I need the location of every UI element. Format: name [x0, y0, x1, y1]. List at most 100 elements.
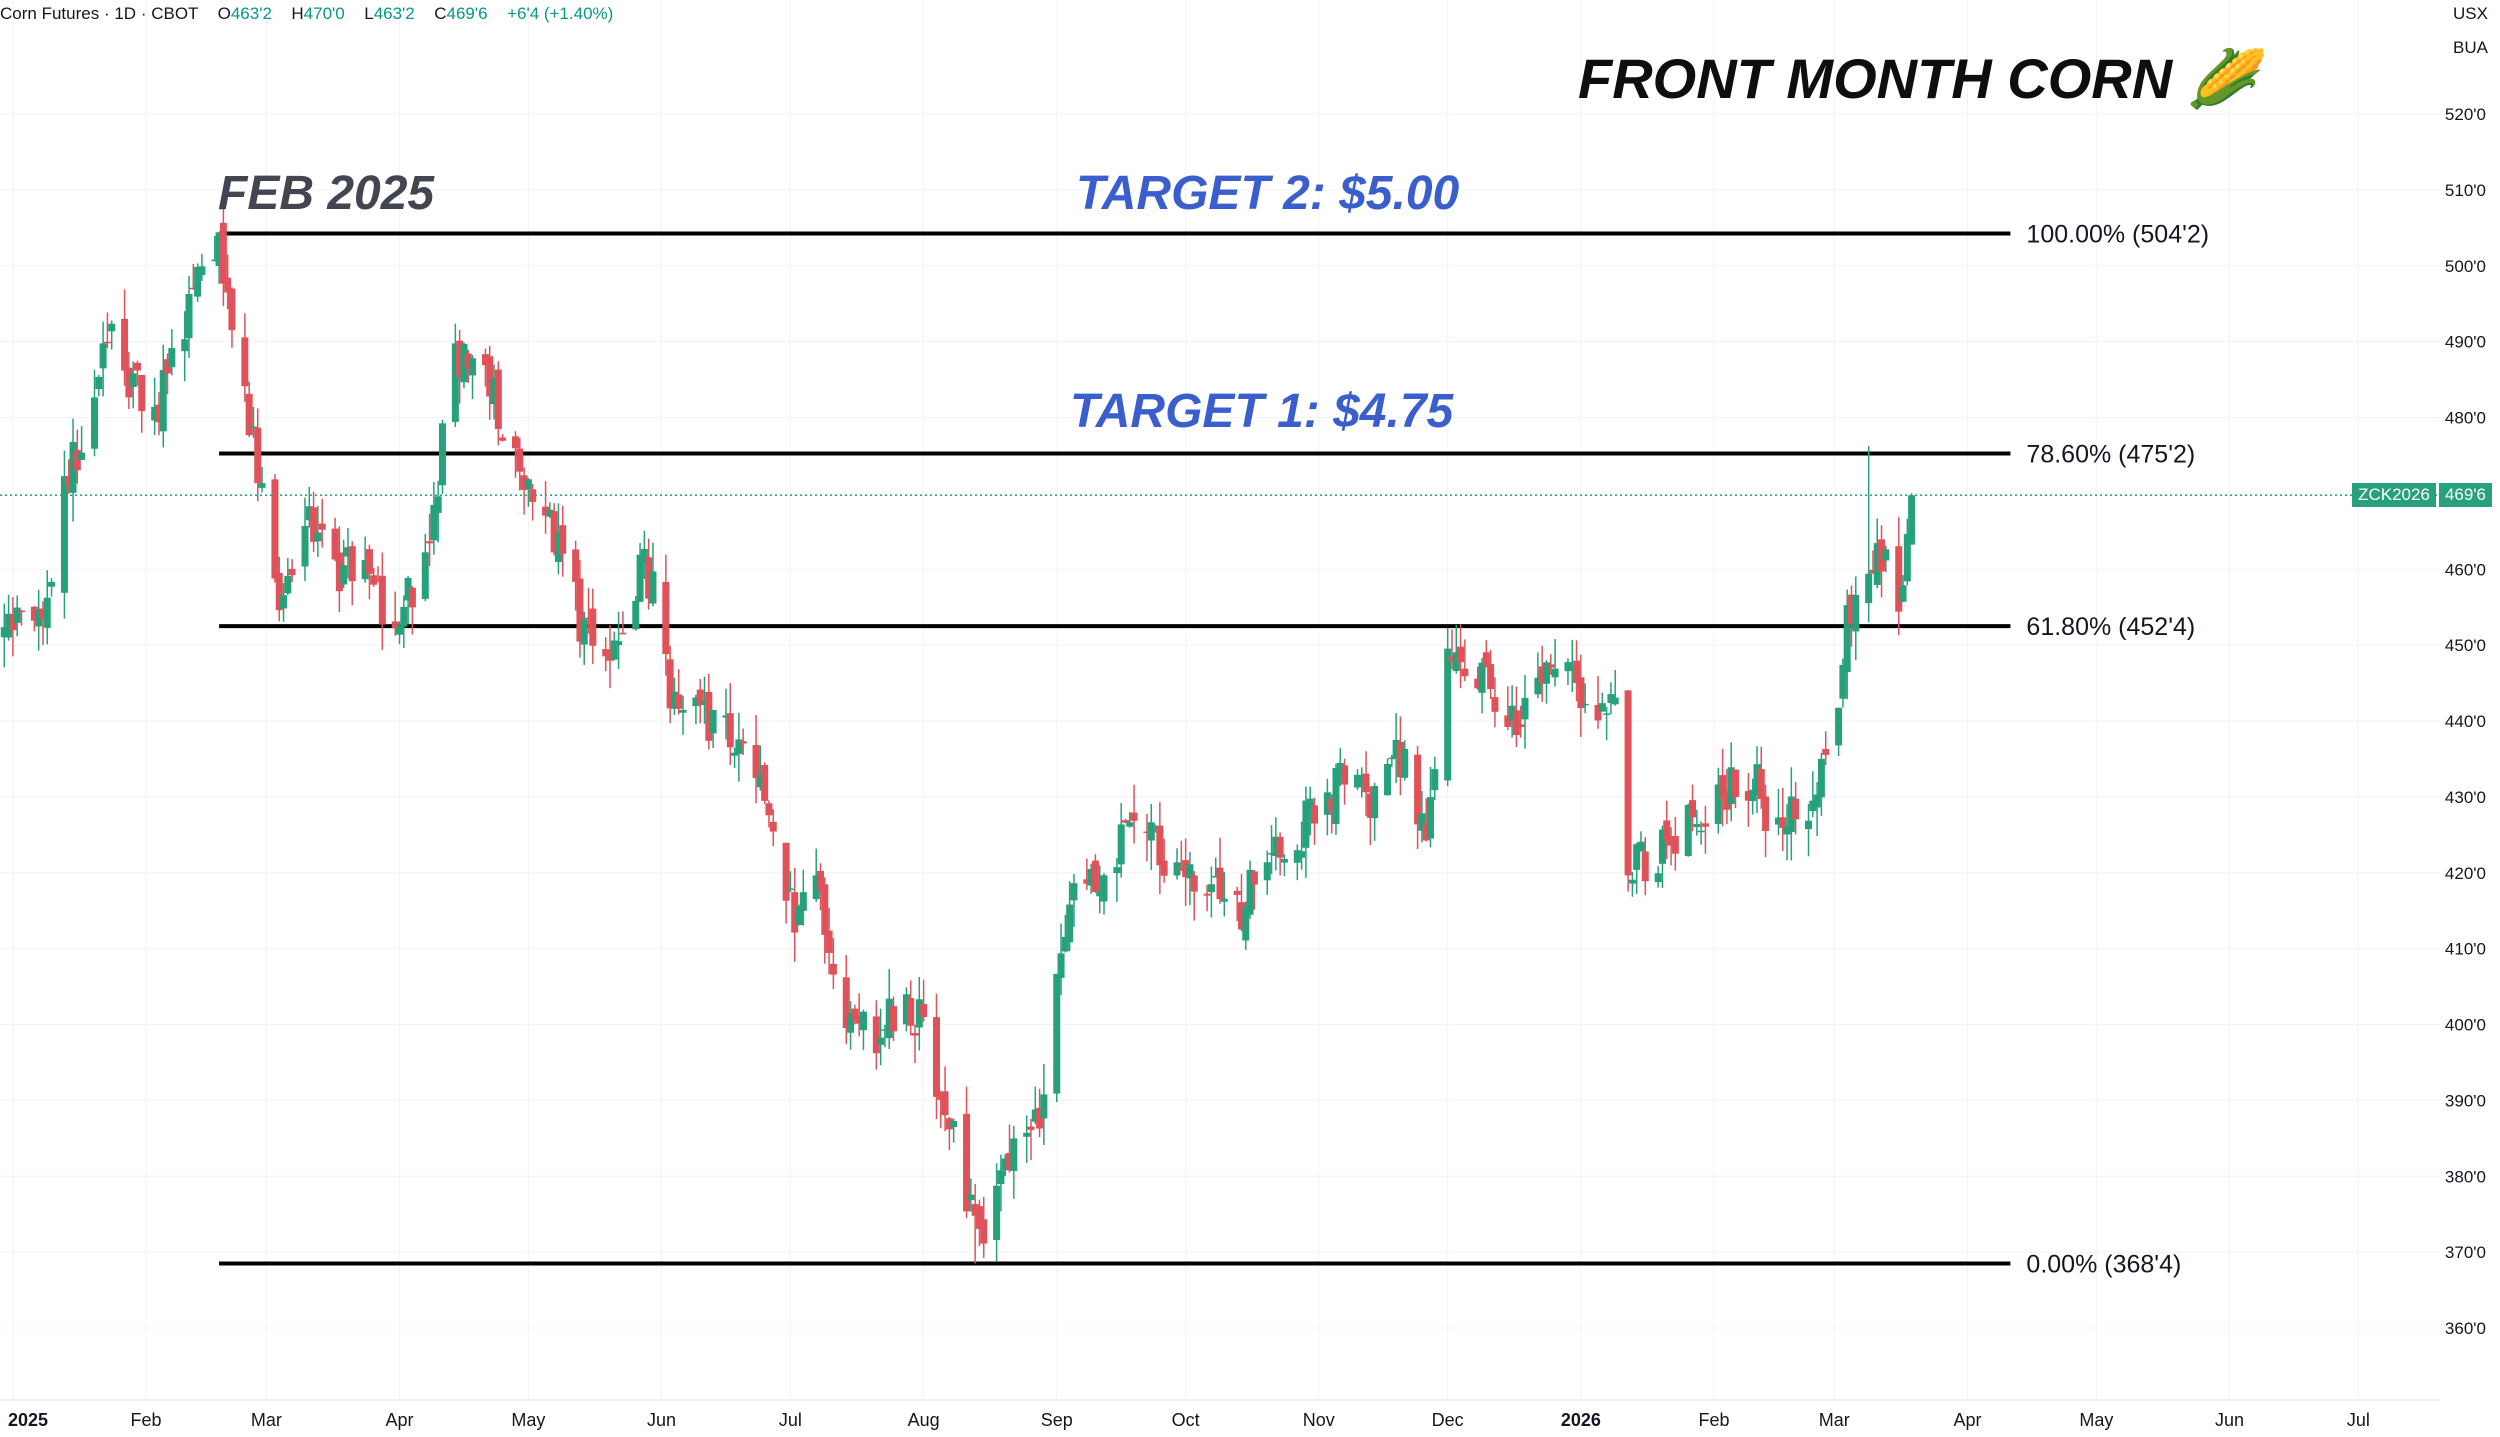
candle — [585, 587, 593, 634]
candle — [542, 481, 550, 534]
currency-unit[interactable]: USX — [2453, 4, 2488, 23]
candle — [1027, 1118, 1035, 1161]
x-tick-label: Oct — [1172, 1410, 1200, 1430]
candle — [1779, 787, 1787, 852]
candle — [1813, 782, 1821, 836]
fib-retracement[interactable]: 100.00% (504'2) 78.60% (475'2) 61.80% (452… — [219, 221, 2209, 1279]
candle — [1130, 784, 1138, 844]
candle — [421, 533, 429, 602]
candle-body — [103, 341, 111, 344]
annotation-feb-2025[interactable]: FEB 2025 — [218, 167, 435, 220]
candle-body — [348, 546, 356, 582]
candle — [761, 762, 769, 804]
candle-body — [821, 884, 829, 935]
candle-body — [1040, 1094, 1048, 1119]
candle — [0, 603, 8, 668]
candle — [13, 595, 21, 637]
candle-body — [890, 1006, 898, 1032]
candle-body — [1542, 662, 1550, 684]
candle — [469, 354, 477, 400]
candle-body — [1847, 594, 1855, 625]
candle — [370, 568, 378, 587]
candle-body — [430, 504, 438, 541]
candle — [1061, 914, 1069, 953]
candle-body — [550, 511, 558, 553]
candle-body — [576, 578, 584, 642]
x-tick-label: Apr — [385, 1410, 413, 1430]
candle — [1332, 763, 1340, 835]
candle-body — [1603, 713, 1611, 715]
candle-body — [1744, 791, 1752, 801]
unit-mode[interactable]: BUA — [2453, 38, 2488, 57]
candle — [1272, 817, 1280, 871]
candle — [194, 263, 202, 302]
candle-body — [258, 483, 266, 488]
candle — [550, 503, 558, 556]
annotation-target-1[interactable]: TARGET 1: $4.75 — [1070, 385, 1454, 438]
legend-separator: · — [103, 4, 110, 23]
candle — [35, 589, 43, 651]
time-axis[interactable]: 2025 Feb Mar Apr May Jun Jul Aug Sep Oct Nov Dec 202… — [8, 1410, 2370, 1430]
candle — [365, 544, 373, 600]
candle — [516, 437, 524, 491]
candle-body — [396, 626, 404, 635]
interval-label[interactable]: 1D — [114, 4, 137, 23]
candle — [511, 431, 519, 478]
candle-body — [189, 287, 197, 290]
candle-body — [1190, 875, 1198, 892]
y-tick-label: 480'0 — [2445, 409, 2486, 428]
candle-body — [1908, 495, 1916, 545]
candle-body — [1551, 668, 1559, 678]
candle — [1152, 824, 1160, 833]
annotation-target-2[interactable]: TARGET 2: $5.00 — [1076, 167, 1460, 220]
candle-body — [1474, 678, 1482, 689]
candle-body — [765, 803, 773, 816]
candle — [198, 253, 206, 281]
candle — [1663, 800, 1671, 860]
candle — [816, 863, 824, 911]
candle — [907, 980, 915, 1036]
candle-body — [855, 1016, 863, 1024]
last-price-tag[interactable]: ZCK2026 469'6 — [2352, 483, 2492, 508]
candle — [739, 728, 747, 756]
candle — [60, 450, 68, 619]
candle — [335, 526, 343, 613]
candle — [245, 381, 253, 438]
candle-body — [1341, 765, 1349, 785]
candle-body — [1878, 539, 1886, 572]
candle-body — [701, 701, 709, 705]
candle-body — [1130, 812, 1138, 821]
candle-body — [340, 565, 348, 585]
candle-body — [159, 370, 167, 432]
candle-body — [1594, 704, 1602, 721]
candle-body — [1671, 836, 1679, 854]
candle-body — [1160, 860, 1168, 876]
candle — [1001, 1154, 1009, 1177]
candle-body — [215, 232, 223, 267]
candle — [1903, 518, 1911, 586]
candle-body — [1624, 690, 1632, 876]
candle — [1280, 854, 1288, 877]
candle — [426, 513, 434, 567]
candle — [735, 712, 743, 782]
candle — [1117, 803, 1125, 878]
price-axis[interactable]: 520'0510'0500'0490'0480'0470'0460'0450'0… — [2445, 105, 2486, 1338]
candle — [318, 498, 326, 548]
candle-body — [1719, 775, 1727, 799]
symbol-name[interactable]: Corn Futures — [0, 4, 100, 23]
candle — [1083, 858, 1091, 890]
fib-level-label: 100.00% (504'2) — [2026, 221, 2209, 249]
candle — [1701, 805, 1709, 854]
candle — [249, 407, 257, 438]
candle-body — [1001, 1158, 1009, 1171]
close-label: C — [434, 4, 447, 23]
candle-body — [1779, 817, 1787, 828]
candle-body — [361, 559, 369, 580]
candle-body — [1298, 851, 1306, 858]
candle — [241, 313, 249, 402]
candle-body — [133, 362, 141, 371]
candle-body — [511, 436, 519, 449]
candle — [696, 679, 704, 724]
